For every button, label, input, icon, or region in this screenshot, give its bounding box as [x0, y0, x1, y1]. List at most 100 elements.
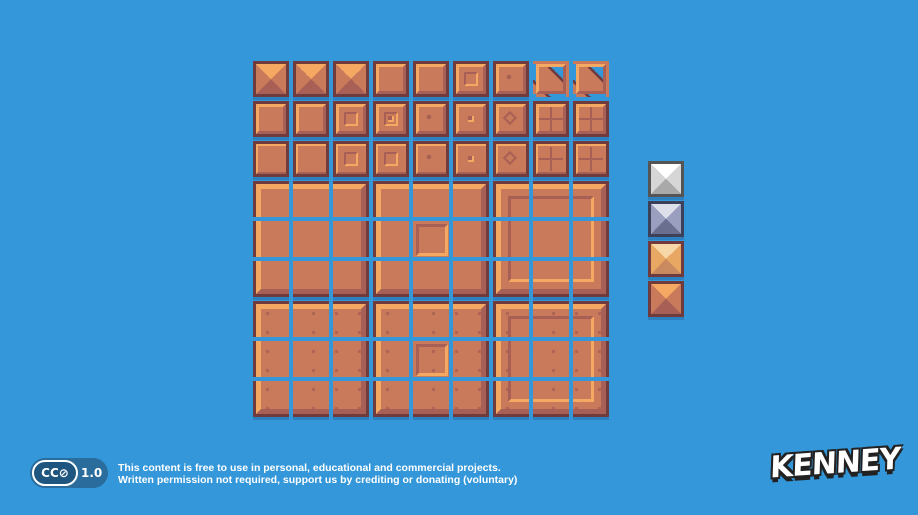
- tile-highlight: [376, 64, 406, 94]
- dots: [423, 111, 439, 127]
- tile-flat-bricks-wide[interactable]: [573, 141, 609, 177]
- tile-bevel-square[interactable]: [453, 61, 489, 97]
- tile-flat-dots[interactable]: [413, 141, 449, 177]
- cc0-icon: CC⊘: [32, 460, 78, 486]
- tile-flat-worn[interactable]: [293, 141, 329, 177]
- block-big-frame-specks[interactable]: [493, 301, 609, 417]
- tile-highlight: [536, 144, 566, 174]
- block-big-bevel-square[interactable]: [373, 181, 489, 297]
- grid-gap: [449, 181, 453, 421]
- block-highlight: [376, 184, 486, 294]
- tile-highlight: [536, 104, 566, 134]
- tile-highlight: [576, 64, 606, 94]
- tile-highlight: [416, 104, 446, 134]
- block-highlight: [256, 184, 366, 294]
- tile-pyramid-cracked[interactable]: [333, 61, 369, 97]
- tile-bevel-worn[interactable]: [413, 61, 449, 97]
- tile-bevel-marks[interactable]: [493, 61, 529, 97]
- grid-gap: [253, 337, 613, 341]
- tile-highlight: [296, 144, 326, 174]
- tile-highlight: [456, 64, 486, 94]
- block-inner-frame: [508, 196, 594, 282]
- inner-square: [464, 72, 478, 86]
- tile-flat-diamond[interactable]: [493, 141, 529, 177]
- grid-gap: [253, 217, 613, 221]
- block-inner-square: [416, 224, 448, 256]
- tile-highlight: [256, 104, 286, 134]
- inner-square: [344, 152, 358, 166]
- tile-pyramid-worn[interactable]: [293, 61, 329, 97]
- tile-bevel-diamond[interactable]: [493, 101, 529, 137]
- tile-bevel-dots[interactable]: [413, 101, 449, 137]
- side-tile-copper[interactable]: [648, 281, 684, 317]
- license-line-1: This content is free to use in personal,…: [118, 462, 501, 474]
- tile-bevel-bricks[interactable]: [533, 101, 569, 137]
- tile-highlight: [376, 144, 406, 174]
- grid-gap: [569, 181, 573, 421]
- inner-nub: [388, 116, 394, 122]
- tile-highlight: [576, 104, 606, 134]
- tile-bevel-worn[interactable]: [293, 101, 329, 137]
- tile-slope-right-steep[interactable]: [573, 61, 609, 97]
- tile-bevel-nub[interactable]: [453, 101, 489, 137]
- tile-highlight: [376, 104, 406, 134]
- tile-bevel[interactable]: [253, 101, 289, 137]
- license-version: 1.0: [81, 466, 103, 480]
- side-tile-silver[interactable]: [648, 161, 684, 197]
- bricks: [539, 147, 563, 171]
- tile-highlight: [576, 144, 606, 174]
- dots: [423, 151, 439, 167]
- tile-highlight: [536, 64, 566, 94]
- block-specks: [376, 304, 486, 414]
- tile-slope-right[interactable]: [533, 61, 569, 97]
- tile-highlight: [496, 144, 526, 174]
- block-specks: [256, 304, 366, 414]
- grid-gap: [529, 181, 533, 421]
- tile-bevel-small-square[interactable]: [373, 101, 409, 137]
- tile-highlight: [416, 64, 446, 94]
- tile-highlight: [456, 104, 486, 134]
- side-tile-steel[interactable]: [648, 201, 684, 237]
- side-tile-sand[interactable]: [648, 241, 684, 277]
- tile-highlight: [456, 144, 486, 174]
- block-big-bevel-specks[interactable]: [253, 301, 369, 417]
- grid-gap: [329, 181, 333, 421]
- tile-highlight: [296, 104, 326, 134]
- inner-square: [384, 112, 398, 126]
- tile-flat-frame-large[interactable]: [373, 141, 409, 177]
- tile-flat-frame[interactable]: [333, 141, 369, 177]
- cc0-license-badge[interactable]: CC⊘ 1.0: [30, 458, 108, 488]
- kenney-logo[interactable]: KENNEY: [769, 441, 901, 486]
- tile-highlight: [336, 104, 366, 134]
- tile-highlight: [256, 144, 286, 174]
- block-big-bevel-square-specks[interactable]: [373, 301, 489, 417]
- grid-gap: [409, 181, 413, 421]
- tile-highlight: [416, 144, 446, 174]
- block-big-bevel[interactable]: [253, 181, 369, 297]
- tile-highlight: [336, 144, 366, 174]
- grid-gap: [253, 377, 613, 381]
- tile-highlight: [496, 64, 526, 94]
- license-line-2: Written permission not required, support…: [118, 474, 518, 486]
- license-text: This content is free to use in personal,…: [118, 462, 517, 486]
- tile-pyramid[interactable]: [253, 61, 289, 97]
- block-highlight: [496, 184, 606, 294]
- bricks: [579, 147, 603, 171]
- inner-nub: [468, 116, 474, 122]
- block-specks: [496, 304, 606, 414]
- bricks: [539, 107, 563, 131]
- tile-flat-nub[interactable]: [453, 141, 489, 177]
- tile-flat-bricks[interactable]: [533, 141, 569, 177]
- block-big-frame[interactable]: [493, 181, 609, 297]
- inner-square: [344, 112, 358, 126]
- tile-highlight: [496, 104, 526, 134]
- inner-nub: [468, 156, 474, 162]
- tile-flat[interactable]: [253, 141, 289, 177]
- inner-square: [384, 152, 398, 166]
- tile-bevel-frame[interactable]: [333, 101, 369, 137]
- tile-bevel-bricks-wide[interactable]: [573, 101, 609, 137]
- tile-bevel[interactable]: [373, 61, 409, 97]
- dots: [503, 71, 519, 87]
- grid-gap: [253, 257, 613, 261]
- grid-gap: [289, 181, 293, 421]
